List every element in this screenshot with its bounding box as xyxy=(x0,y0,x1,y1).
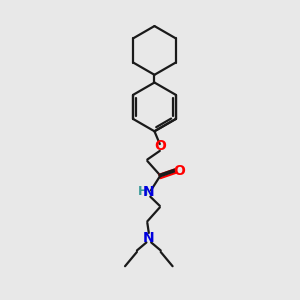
Text: H: H xyxy=(138,185,148,198)
Text: O: O xyxy=(154,139,166,152)
Text: O: O xyxy=(173,164,185,178)
Text: N: N xyxy=(143,231,154,245)
Text: N: N xyxy=(143,185,154,199)
